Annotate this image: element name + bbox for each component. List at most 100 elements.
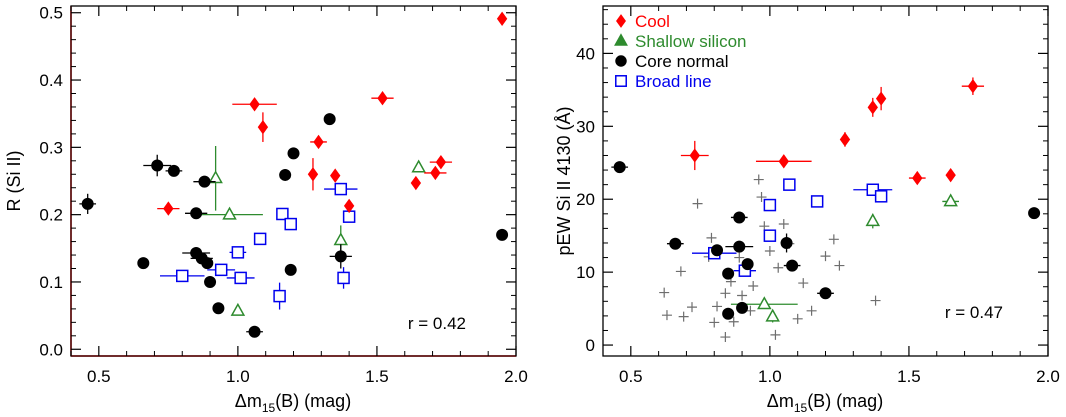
legend-marker-core [615, 55, 627, 67]
other-point [834, 260, 845, 271]
shallow-point [943, 193, 958, 207]
broad-point [284, 217, 297, 231]
correlation-annotation-right: r = 0.47 [945, 303, 1003, 322]
ticks-right [602, 6, 1049, 356]
core-point [81, 197, 94, 210]
other-point [778, 219, 789, 230]
x-axis-label-left-suffix: (B) (mag) [275, 391, 351, 411]
other-point [820, 251, 831, 262]
other-point [687, 302, 697, 313]
y-axis-label-left: R (Si II) [4, 151, 24, 212]
legend-label-shallow: Shallow silicon [635, 32, 747, 51]
broad-point [334, 182, 348, 196]
y-tick-label: 40 [576, 44, 595, 63]
cool-point [257, 119, 269, 135]
core-point [733, 211, 746, 224]
other-point [720, 288, 731, 299]
cool-point [945, 167, 956, 183]
series-broad [160, 182, 358, 310]
broad-point [273, 289, 286, 303]
y-tick-labels-left: 0.0 0.1 0.2 0.3 0.4 0.5 [39, 4, 63, 360]
cool-point [430, 165, 441, 181]
core-point [711, 244, 724, 257]
cool-point [330, 168, 341, 183]
shallow-point [865, 213, 881, 227]
core-point [151, 159, 164, 172]
x-tick-label: 1.5 [365, 367, 389, 386]
cool-point [496, 11, 508, 26]
other-point [770, 329, 781, 340]
series-core [79, 113, 509, 338]
broad-point [783, 178, 796, 191]
core-point [733, 240, 746, 253]
x-axis-label-left-prefix: Δm [235, 391, 262, 411]
y-tick-label: 20 [576, 190, 595, 209]
other-point [659, 287, 670, 298]
shallow-point [333, 232, 349, 246]
other-point [748, 281, 759, 291]
shallow-point [222, 206, 237, 220]
other-point [806, 305, 817, 316]
core-point [722, 307, 735, 320]
other-point [692, 198, 703, 209]
other-point [720, 332, 731, 343]
shallow-point [757, 296, 772, 310]
other-point [773, 262, 784, 273]
plot-frame-left [70, 5, 517, 357]
other-point [753, 174, 764, 185]
broad-point [276, 207, 289, 221]
legend-marker-shallow [614, 33, 628, 46]
legend-marker-cool [616, 14, 626, 28]
other-point [792, 313, 803, 324]
core-point [736, 301, 749, 314]
core-point [198, 175, 211, 188]
cool-point [875, 91, 887, 106]
broad-point [231, 246, 245, 259]
core-point [279, 168, 292, 181]
core-point [786, 259, 799, 272]
x-tick-label: 2.0 [1036, 367, 1060, 386]
correlation-annotation-left: r = 0.42 [408, 314, 466, 333]
core-point [137, 257, 150, 270]
y-tick-label: 0.0 [39, 340, 63, 359]
series-cool [680, 77, 985, 186]
broad-point [763, 229, 777, 242]
series-core [611, 161, 1041, 320]
core-point [722, 267, 735, 280]
broad-point [337, 271, 350, 285]
y-tick-label: 0.1 [39, 273, 63, 292]
other-point [737, 290, 748, 301]
legend-label-core: Core normal [635, 52, 729, 71]
y-tick-label: 0.3 [39, 138, 63, 157]
y-tick-label: 10 [576, 263, 595, 282]
legend-label-cool: Cool [635, 12, 670, 31]
y-tick-labels-right: 0 10 20 30 40 [576, 44, 595, 355]
y-tick-label: 0.4 [39, 71, 63, 90]
cool-point [249, 97, 260, 112]
series-shallow [730, 193, 959, 323]
cool-point [313, 134, 324, 150]
other-point [734, 252, 745, 263]
core-point [287, 147, 300, 160]
x-tick-label: 0.5 [619, 367, 643, 386]
y-tick-label: 0.2 [39, 206, 63, 225]
core-point [669, 237, 682, 250]
shallow-point [208, 170, 223, 184]
ticks-left [70, 6, 517, 356]
cool-point [410, 175, 422, 191]
cool-point [912, 170, 923, 186]
core-point [190, 207, 203, 220]
other-point [675, 266, 686, 277]
panel-right-pew: 0.5 1.0 1.5 2.0 0 10 20 30 40 r = 0.47 pEW Si I… [554, 5, 1060, 415]
core-point [248, 325, 261, 338]
x-tick-label: 2.0 [504, 367, 528, 386]
x-axis-label-right: Δm15(B) (mag) [767, 391, 883, 415]
core-point [1028, 207, 1041, 220]
core-point [819, 287, 832, 300]
data-marks-right [611, 77, 1041, 343]
other-point [706, 232, 717, 243]
cool-point [689, 148, 700, 163]
core-point [780, 236, 793, 249]
data-marks-left [79, 11, 509, 338]
